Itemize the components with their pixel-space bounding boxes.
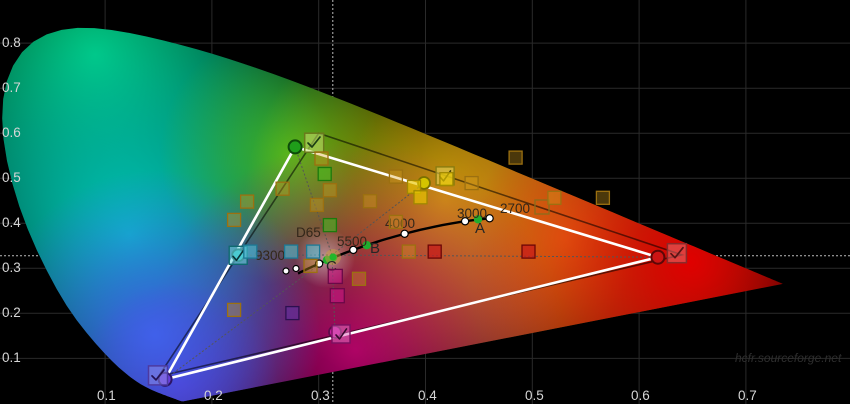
svg-text:0.1: 0.1: [97, 388, 116, 403]
svg-text:0.4: 0.4: [2, 215, 21, 230]
svg-text:0.2: 0.2: [2, 305, 21, 320]
svg-text:0.3: 0.3: [2, 260, 21, 275]
svg-text:0.1: 0.1: [2, 350, 21, 365]
svg-text:0.6: 0.6: [2, 125, 21, 140]
svg-text:0.6: 0.6: [631, 388, 650, 403]
svg-text:0.7: 0.7: [2, 80, 21, 95]
svg-text:9300: 9300: [255, 248, 285, 263]
svg-text:hcfr.sourceforge.net: hcfr.sourceforge.net: [735, 351, 842, 365]
svg-text:0.8: 0.8: [2, 35, 21, 50]
svg-text:3000: 3000: [457, 206, 487, 221]
svg-text:0.4: 0.4: [418, 388, 437, 403]
svg-text:0.7: 0.7: [738, 388, 757, 403]
svg-text:0.5: 0.5: [525, 388, 544, 403]
svg-text:D65: D65: [296, 225, 321, 240]
svg-text:2700: 2700: [500, 201, 530, 216]
svg-text:0.5: 0.5: [2, 170, 21, 185]
svg-text:0.3: 0.3: [311, 388, 330, 403]
svg-text:B: B: [370, 240, 380, 257]
svg-text:5500: 5500: [337, 234, 367, 249]
svg-text:A: A: [475, 220, 485, 237]
svg-text:0.2: 0.2: [204, 388, 223, 403]
